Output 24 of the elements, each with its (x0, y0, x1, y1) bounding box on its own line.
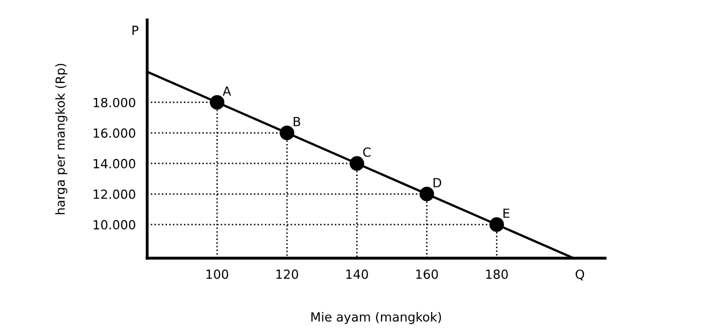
annotation: C (363, 147, 370, 157)
annotation: A (222, 86, 232, 96)
x-axis-title: Mie ayam (mangkok) (311, 312, 441, 324)
y-tick-label: 14.000 (94, 158, 136, 168)
x-tick-label: 120 (276, 270, 298, 279)
text: Q (576, 270, 584, 280)
x-tick-label: 100 (206, 270, 228, 279)
annotation: B (294, 117, 300, 126)
point (210, 95, 224, 110)
point (489, 217, 504, 232)
point (350, 156, 364, 171)
point (420, 186, 434, 202)
y-tick-label: 12.000 (94, 189, 136, 199)
y-tick-label: 18.000 (94, 98, 136, 108)
annotation: E (503, 208, 510, 218)
y-tick-label: 16.000 (94, 128, 136, 138)
y-tick-label: 10.000 (94, 220, 136, 230)
point (280, 126, 294, 140)
text: P (132, 26, 138, 35)
y-axis-title: harga per mangkok (Rp) (55, 64, 68, 214)
annotation: D (434, 178, 442, 188)
x-tick-label: 160 (416, 270, 438, 279)
x-tick-label: 140 (346, 270, 368, 279)
x-tick-label: 180 (486, 270, 508, 279)
